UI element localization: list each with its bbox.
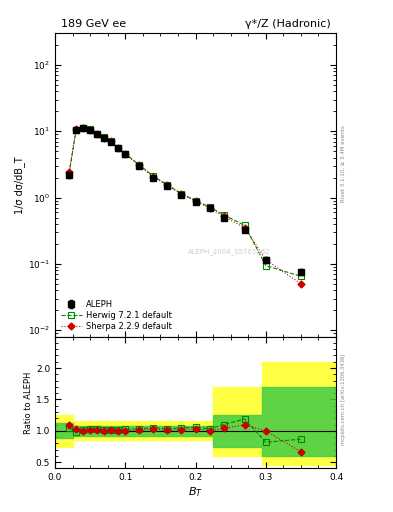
Sherpa 2.2.9 default xyxy=(193,198,198,204)
Herwig 7.2.1 default xyxy=(165,182,170,188)
Y-axis label: 1/σ dσ/dB_T: 1/σ dσ/dB_T xyxy=(14,156,25,214)
Sherpa 2.2.9 default xyxy=(102,135,107,141)
Herwig 7.2.1 default xyxy=(151,173,156,179)
Herwig 7.2.1 default xyxy=(116,145,121,151)
Herwig 7.2.1 default xyxy=(193,198,198,204)
Sherpa 2.2.9 default xyxy=(151,174,156,180)
Herwig 7.2.1 default xyxy=(74,127,79,134)
Y-axis label: Ratio to ALEPH: Ratio to ALEPH xyxy=(24,371,33,434)
Herwig 7.2.1 default xyxy=(88,126,92,132)
Line: Sherpa 2.2.9 default: Sherpa 2.2.9 default xyxy=(67,126,303,286)
Herwig 7.2.1 default xyxy=(299,273,303,280)
Text: mcplots.cern.ch [arXiv:1306.3436]: mcplots.cern.ch [arXiv:1306.3436] xyxy=(341,354,346,445)
Sherpa 2.2.9 default xyxy=(123,151,128,157)
Sherpa 2.2.9 default xyxy=(207,205,212,211)
X-axis label: $B_T$: $B_T$ xyxy=(188,485,203,499)
Herwig 7.2.1 default xyxy=(123,151,128,157)
Text: γ*/Z (Hadronic): γ*/Z (Hadronic) xyxy=(245,19,331,29)
Herwig 7.2.1 default xyxy=(179,190,184,197)
Herwig 7.2.1 default xyxy=(221,211,226,218)
Line: Herwig 7.2.1 default: Herwig 7.2.1 default xyxy=(66,125,304,279)
Text: Rivet 3.1.10, ≥ 3.4M events: Rivet 3.1.10, ≥ 3.4M events xyxy=(341,125,346,202)
Herwig 7.2.1 default xyxy=(81,125,86,131)
Sherpa 2.2.9 default xyxy=(95,131,99,137)
Herwig 7.2.1 default xyxy=(137,162,142,168)
Sherpa 2.2.9 default xyxy=(88,126,92,133)
Sherpa 2.2.9 default xyxy=(74,126,79,132)
Sherpa 2.2.9 default xyxy=(81,125,86,132)
Text: ALEPH_2004_S5765862: ALEPH_2004_S5765862 xyxy=(188,248,270,255)
Herwig 7.2.1 default xyxy=(67,170,72,177)
Sherpa 2.2.9 default xyxy=(165,182,170,188)
Herwig 7.2.1 default xyxy=(95,131,99,137)
Text: 189 GeV ee: 189 GeV ee xyxy=(61,19,126,29)
Sherpa 2.2.9 default xyxy=(299,281,303,287)
Herwig 7.2.1 default xyxy=(263,263,268,269)
Sherpa 2.2.9 default xyxy=(137,162,142,168)
Legend: ALEPH, Herwig 7.2.1 default, Sherpa 2.2.9 default: ALEPH, Herwig 7.2.1 default, Sherpa 2.2.… xyxy=(59,298,173,332)
Sherpa 2.2.9 default xyxy=(179,191,184,197)
Herwig 7.2.1 default xyxy=(207,204,212,210)
Sherpa 2.2.9 default xyxy=(116,145,121,152)
Herwig 7.2.1 default xyxy=(242,222,247,228)
Sherpa 2.2.9 default xyxy=(242,225,247,231)
Herwig 7.2.1 default xyxy=(109,138,114,144)
Sherpa 2.2.9 default xyxy=(67,169,72,176)
Herwig 7.2.1 default xyxy=(102,134,107,140)
Sherpa 2.2.9 default xyxy=(221,214,226,220)
Sherpa 2.2.9 default xyxy=(109,138,114,144)
Sherpa 2.2.9 default xyxy=(263,257,268,263)
